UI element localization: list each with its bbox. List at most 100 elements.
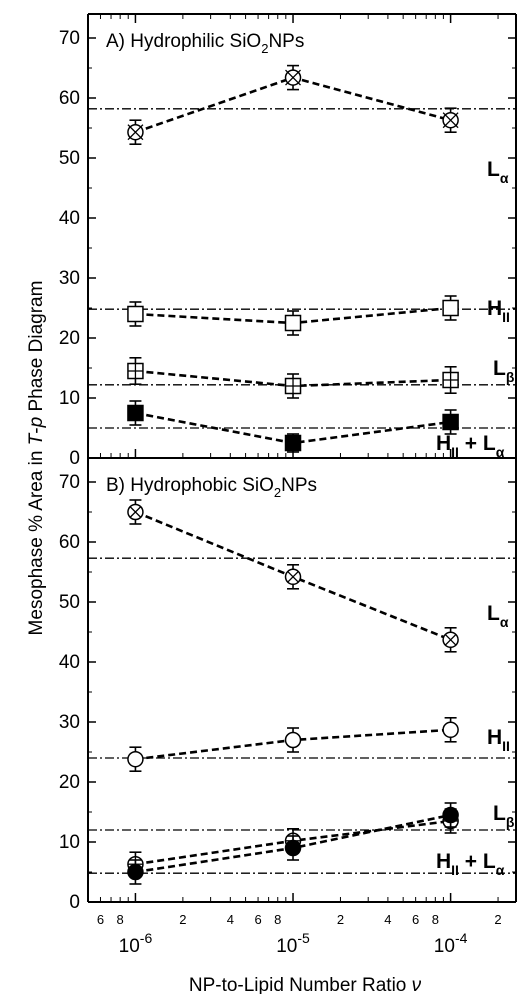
marker-cross: [127, 124, 144, 141]
phase-label-subscript: II: [502, 738, 510, 754]
panel-title-text: NPs: [281, 475, 317, 496]
x-minor-label: 6: [97, 912, 104, 927]
y-tick-label: 0: [69, 448, 80, 469]
data-point: [127, 356, 144, 386]
x-minor-label: 2: [179, 912, 186, 927]
phase-label: HII + Lα: [436, 850, 505, 878]
y-tick-label: 40: [59, 652, 80, 673]
marker-cross: [287, 571, 299, 583]
y-axis-title: Mesophase % Area in T-p Phase Diagram: [26, 281, 47, 636]
y-tick-label: 20: [59, 772, 80, 793]
y-axis-title-italic: T: [26, 432, 47, 445]
data-point: [284, 835, 302, 861]
phase-label-text: + L: [459, 432, 496, 455]
y-tick-label: 20: [59, 328, 80, 349]
y-axis-title-text: Mesophase % Area in: [26, 445, 47, 635]
phase-label: Lα: [487, 158, 509, 186]
x-minor-label: 8: [274, 912, 281, 927]
data-point: [442, 626, 459, 653]
marker-square: [442, 299, 459, 317]
y-tick-label: 30: [59, 268, 80, 289]
data-point: [127, 499, 144, 525]
y-tick-label: 40: [59, 208, 80, 229]
phase-label: Lβ: [493, 802, 515, 830]
marker-cross: [442, 112, 459, 129]
series-b-0: [88, 499, 516, 653]
x-minor-label: 8: [117, 912, 124, 927]
marker-circle: [284, 839, 302, 857]
y-tick-label: 70: [59, 472, 80, 493]
data-point: [284, 563, 302, 590]
phase-label-text: H: [436, 432, 451, 455]
marker-circle: [127, 750, 144, 768]
panel-title-subscript: 2: [274, 485, 281, 500]
phase-label-text: L: [493, 802, 506, 825]
series-b-3: [88, 802, 516, 885]
data-point: [442, 716, 459, 743]
phase-label-text: H: [487, 297, 502, 320]
x-axis-title-text: NP-to-Lipid Number Ratio: [189, 975, 412, 994]
x-minor-label: 2: [337, 912, 344, 927]
x-tick-exponent: -6: [140, 930, 153, 946]
phase-label-subscript: β: [506, 814, 515, 830]
x-axis-title-italic: ν: [412, 975, 422, 994]
series-b-1: [88, 716, 516, 773]
phase-label: HII: [487, 297, 510, 325]
marker-cross: [444, 634, 457, 646]
x-axis-title: NP-to-Lipid Number Ratio ν: [189, 975, 422, 994]
x-tick-base: 10: [276, 936, 297, 957]
panel-title-b: B) Hydrophobic SiO2NPs: [106, 475, 317, 500]
x-minor-label: 4: [384, 912, 391, 927]
x-minor-label: 2: [494, 912, 501, 927]
x-tick-label: 10-5: [276, 930, 310, 957]
marker-circle: [442, 806, 459, 824]
x-tick-exponent: -4: [455, 930, 468, 946]
phase-label-subscript: α: [496, 444, 505, 460]
phase-label-text: L: [487, 158, 500, 181]
x-minor-label: 6: [254, 912, 261, 927]
x-tick-label: 10-4: [434, 930, 468, 957]
phase-label-text: L: [487, 602, 500, 625]
data-point: [284, 373, 302, 399]
series-a-2: [88, 356, 516, 399]
panel-title-text: A) Hydrophilic SiO: [106, 31, 261, 52]
phase-label-subscript: II: [451, 444, 459, 460]
y-tick-label: 10: [59, 832, 80, 853]
x-tick-base: 10: [119, 936, 140, 957]
marker-circle: [442, 721, 459, 739]
x-minor-label: 6: [412, 912, 419, 927]
y-tick-label: 70: [59, 28, 80, 49]
y-tick-label: 10: [59, 388, 80, 409]
x-tick-exponent: -5: [297, 930, 310, 946]
phase-label-subscript: α: [500, 614, 509, 630]
x-minor-label: 8: [432, 912, 439, 927]
y-tick-label: 50: [59, 148, 80, 169]
marker-cross: [129, 506, 142, 518]
marker-circle: [127, 863, 144, 881]
data-point: [442, 365, 459, 395]
marker-square: [442, 413, 459, 431]
panel-title-text: NPs: [268, 31, 304, 52]
data-point: [442, 409, 459, 435]
data-point: [127, 119, 144, 145]
phase-label: HII + Lα: [436, 432, 505, 460]
marker-cross: [285, 69, 301, 86]
data-point: [127, 746, 144, 773]
phase-label: Lα: [487, 602, 509, 630]
data-point: [127, 859, 144, 885]
phase-label: Lβ: [493, 357, 515, 385]
panel-title-subscript: 2: [261, 41, 268, 56]
axis-titles: Mesophase % Area in T-p Phase Diagram NP-…: [26, 281, 422, 994]
phase-label-subscript: II: [451, 862, 459, 878]
y-tick-label: 0: [69, 892, 80, 913]
y-tick-label: 30: [59, 712, 80, 733]
phase-label-text: H: [436, 850, 451, 873]
y-tick-label: 60: [59, 88, 80, 109]
marker-square: [284, 314, 302, 332]
panel-title-text: B) Hydrophobic SiO: [106, 475, 274, 496]
data-point: [442, 295, 459, 321]
x-tick-label: 10-6: [119, 930, 153, 957]
